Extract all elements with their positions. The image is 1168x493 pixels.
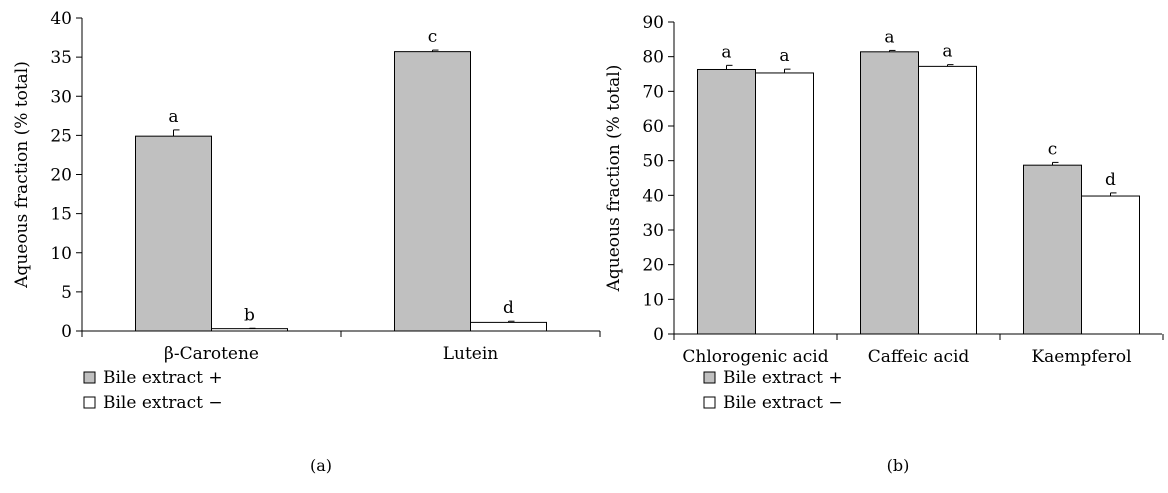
- panel-label: (b): [887, 456, 910, 475]
- bar-bile-plus: [1023, 164, 1082, 335]
- bar-bile-minus: [755, 72, 814, 335]
- category-label: β-Carotene: [164, 344, 259, 364]
- bar-bile-plus: [394, 51, 471, 332]
- significance-label: a: [721, 42, 731, 62]
- y-tick-label: 20: [50, 166, 72, 186]
- category-label: Kaempferol: [1031, 347, 1131, 367]
- chart-panel-a: 0 5 10 15 20 25 30 35 40 Aqueous fraction (% tota…: [12, 9, 601, 475]
- significance-label: b: [244, 305, 255, 325]
- y-tick-label: 30: [642, 221, 664, 241]
- category-label: Caffeic acid: [868, 347, 970, 367]
- y-tick-label: 70: [642, 82, 664, 102]
- legend-label: Bile extract −: [723, 393, 843, 413]
- y-axis-label: Aqueous fraction (% total): [12, 61, 32, 289]
- significance-label: c: [1048, 139, 1058, 159]
- legend-label: Bile extract −: [103, 393, 223, 413]
- bar-bile-minus: [1081, 195, 1140, 335]
- bar-bile-plus: [860, 51, 919, 335]
- significance-label: a: [942, 42, 952, 62]
- significance-label: a: [779, 46, 789, 66]
- significance-label: d: [1105, 170, 1116, 190]
- y-tick-label: 35: [50, 48, 72, 68]
- y-tick-label: 15: [50, 205, 72, 225]
- y-tick-label: 40: [50, 9, 72, 29]
- bar-bile-minus: [470, 321, 547, 332]
- legend-swatch-bile-minus: [83, 396, 96, 409]
- bar-bile-plus: [135, 135, 212, 332]
- chart-panel-b: 0 10 20 30 40 50 60 70 80 90 Aqueous fraction (% t…: [604, 13, 1164, 475]
- y-tick-label: 40: [642, 186, 664, 206]
- y-tick-label: 50: [642, 152, 664, 172]
- y-tick-label: 20: [642, 256, 664, 276]
- category-label: Lutein: [443, 344, 499, 364]
- y-tick-label: 30: [50, 87, 72, 107]
- legend-label: Bile extract +: [103, 368, 223, 388]
- y-tick-label: 10: [50, 244, 72, 264]
- significance-label: c: [428, 27, 438, 47]
- significance-label: a: [168, 107, 178, 127]
- bar-bile-plus: [697, 68, 756, 335]
- y-tick-label: 80: [642, 48, 664, 68]
- y-tick-label: 25: [50, 126, 72, 146]
- legend-swatch-bile-minus: [703, 396, 716, 409]
- panel-label: (a): [310, 456, 332, 475]
- bar-bile-minus: [918, 65, 977, 335]
- y-tick-label: 10: [642, 290, 664, 310]
- y-axis-label: Aqueous fraction (% total): [604, 65, 624, 293]
- y-tick-label: 90: [642, 13, 664, 33]
- y-tick-label: 5: [61, 283, 72, 303]
- y-tick-label: 0: [61, 322, 72, 342]
- significance-label: a: [884, 27, 894, 47]
- legend-label: Bile extract +: [723, 368, 843, 388]
- legend-swatch-bile-plus: [83, 371, 96, 384]
- bar-bile-minus: [211, 328, 288, 332]
- y-tick-label: 60: [642, 117, 664, 137]
- category-label: Chlorogenic acid: [682, 347, 828, 367]
- significance-label: d: [503, 298, 514, 318]
- legend-swatch-bile-plus: [703, 371, 716, 384]
- y-tick-label: 0: [653, 325, 664, 345]
